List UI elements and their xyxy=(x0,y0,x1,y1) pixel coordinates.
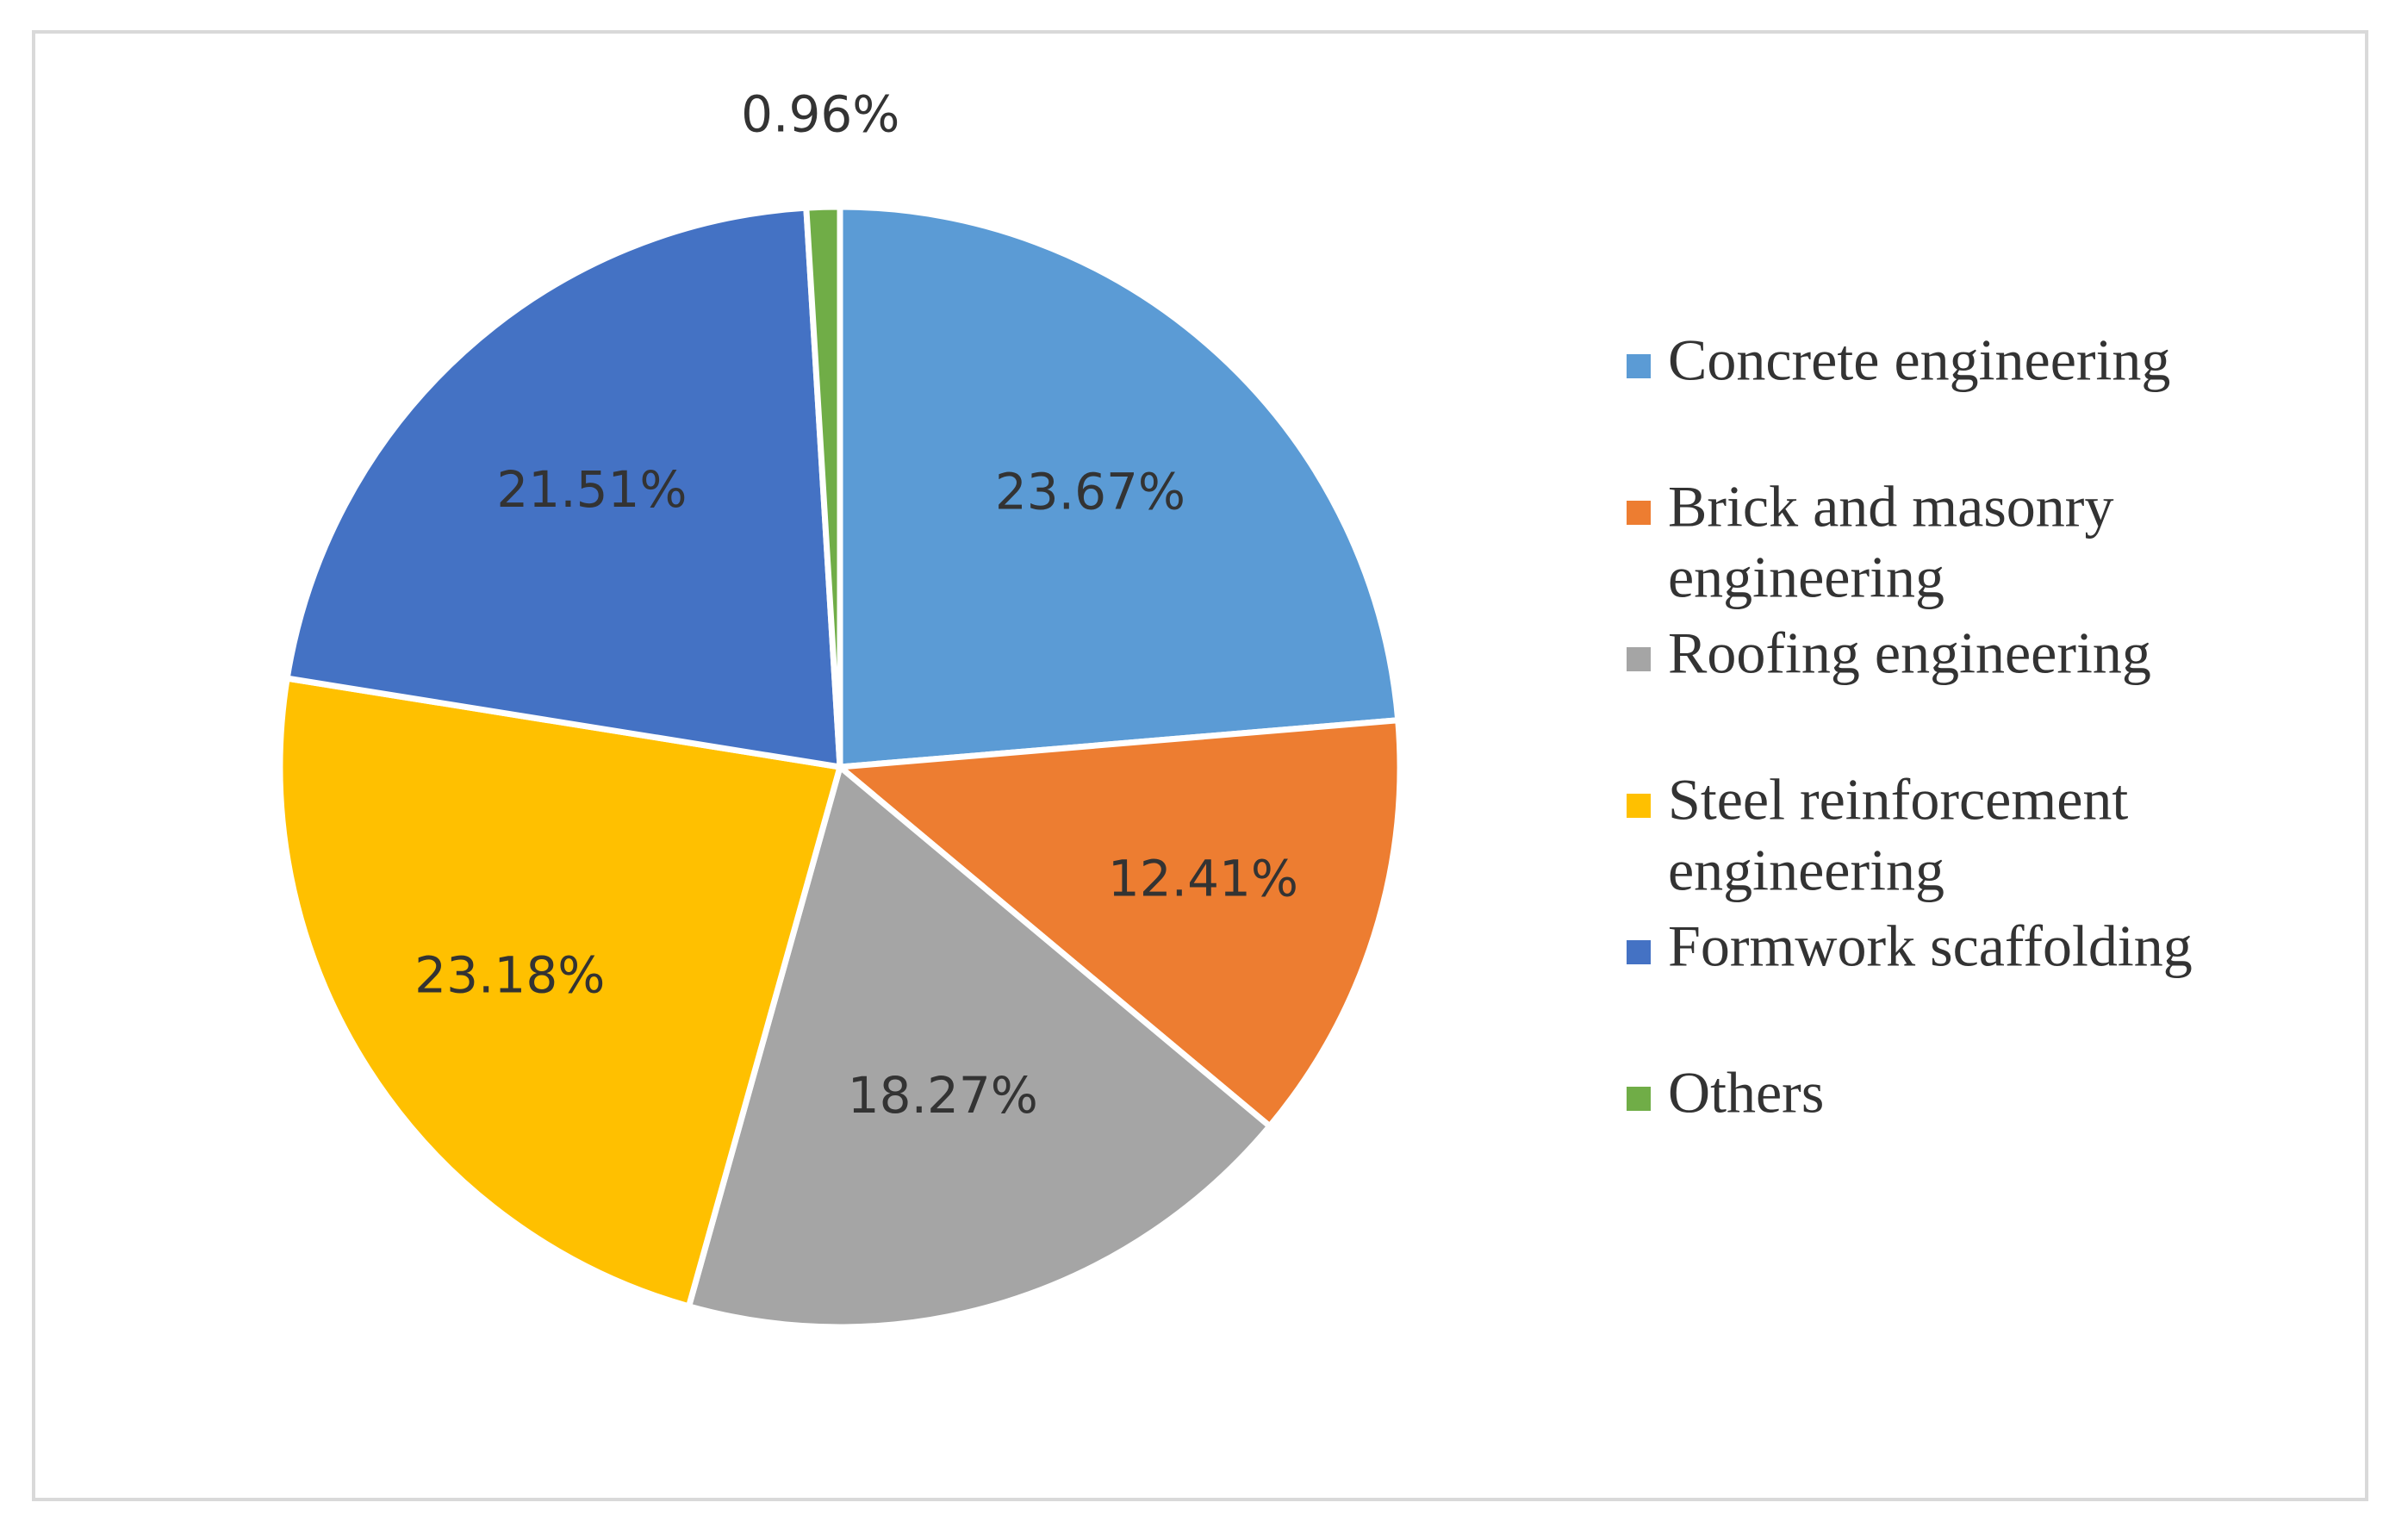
data-label-concrete-engineering: 23.67% xyxy=(995,462,1185,521)
pie-slice-others xyxy=(803,203,843,770)
legend-swatch xyxy=(1627,1087,1651,1111)
data-label-others: 0.96% xyxy=(741,84,899,143)
legend-label: Concrete engineering xyxy=(1668,327,2170,393)
legend-label: Others xyxy=(1668,1060,1824,1125)
legend-swatch xyxy=(1627,647,1651,671)
legend-label: Roofing engineering xyxy=(1668,620,2151,686)
pie-slice-roofing-engineering xyxy=(686,764,1273,1331)
pie-slice-brick-and-masonry-engineering xyxy=(837,717,1403,1130)
legend-label: engineering xyxy=(1668,838,1944,903)
pie-slice-formwork-scaffolding xyxy=(283,204,843,770)
pie-slice-steel-reinforcement-engineering xyxy=(277,675,843,1310)
pie-data-labels: 23.67% 12.41% 18.27% 23.18% 21.51% 0.96% xyxy=(414,84,1298,1125)
legend-label: Brick and masonry xyxy=(1668,474,2113,539)
data-label-steel-reinforcement-engineering: 23.18% xyxy=(414,945,605,1004)
legend-swatch xyxy=(1627,354,1651,378)
legend-swatch xyxy=(1627,794,1651,818)
pie-slices xyxy=(277,203,1403,1331)
legend-label: engineering xyxy=(1668,545,1944,610)
pie-slice-concrete-engineering xyxy=(837,203,1402,770)
legend-swatch xyxy=(1627,501,1651,525)
legend-item-formwork-scaffolding: Formwork scaffolding xyxy=(1627,913,2193,979)
data-label-brick-and-masonry-engineering: 12.41% xyxy=(1108,849,1298,907)
legend-swatch xyxy=(1627,940,1651,964)
legend-item-concrete-engineering: Concrete engineering xyxy=(1627,327,2170,393)
legend-item-roofing-engineering: Roofing engineering xyxy=(1627,620,2151,686)
data-label-formwork-scaffolding: 21.51% xyxy=(496,460,687,519)
legend-label: Steel reinforcement xyxy=(1668,767,2128,832)
legend-item-others: Others xyxy=(1627,1060,1824,1125)
data-label-roofing-engineering: 18.27% xyxy=(848,1066,1038,1125)
legend-label: Formwork scaffolding xyxy=(1668,913,2193,979)
